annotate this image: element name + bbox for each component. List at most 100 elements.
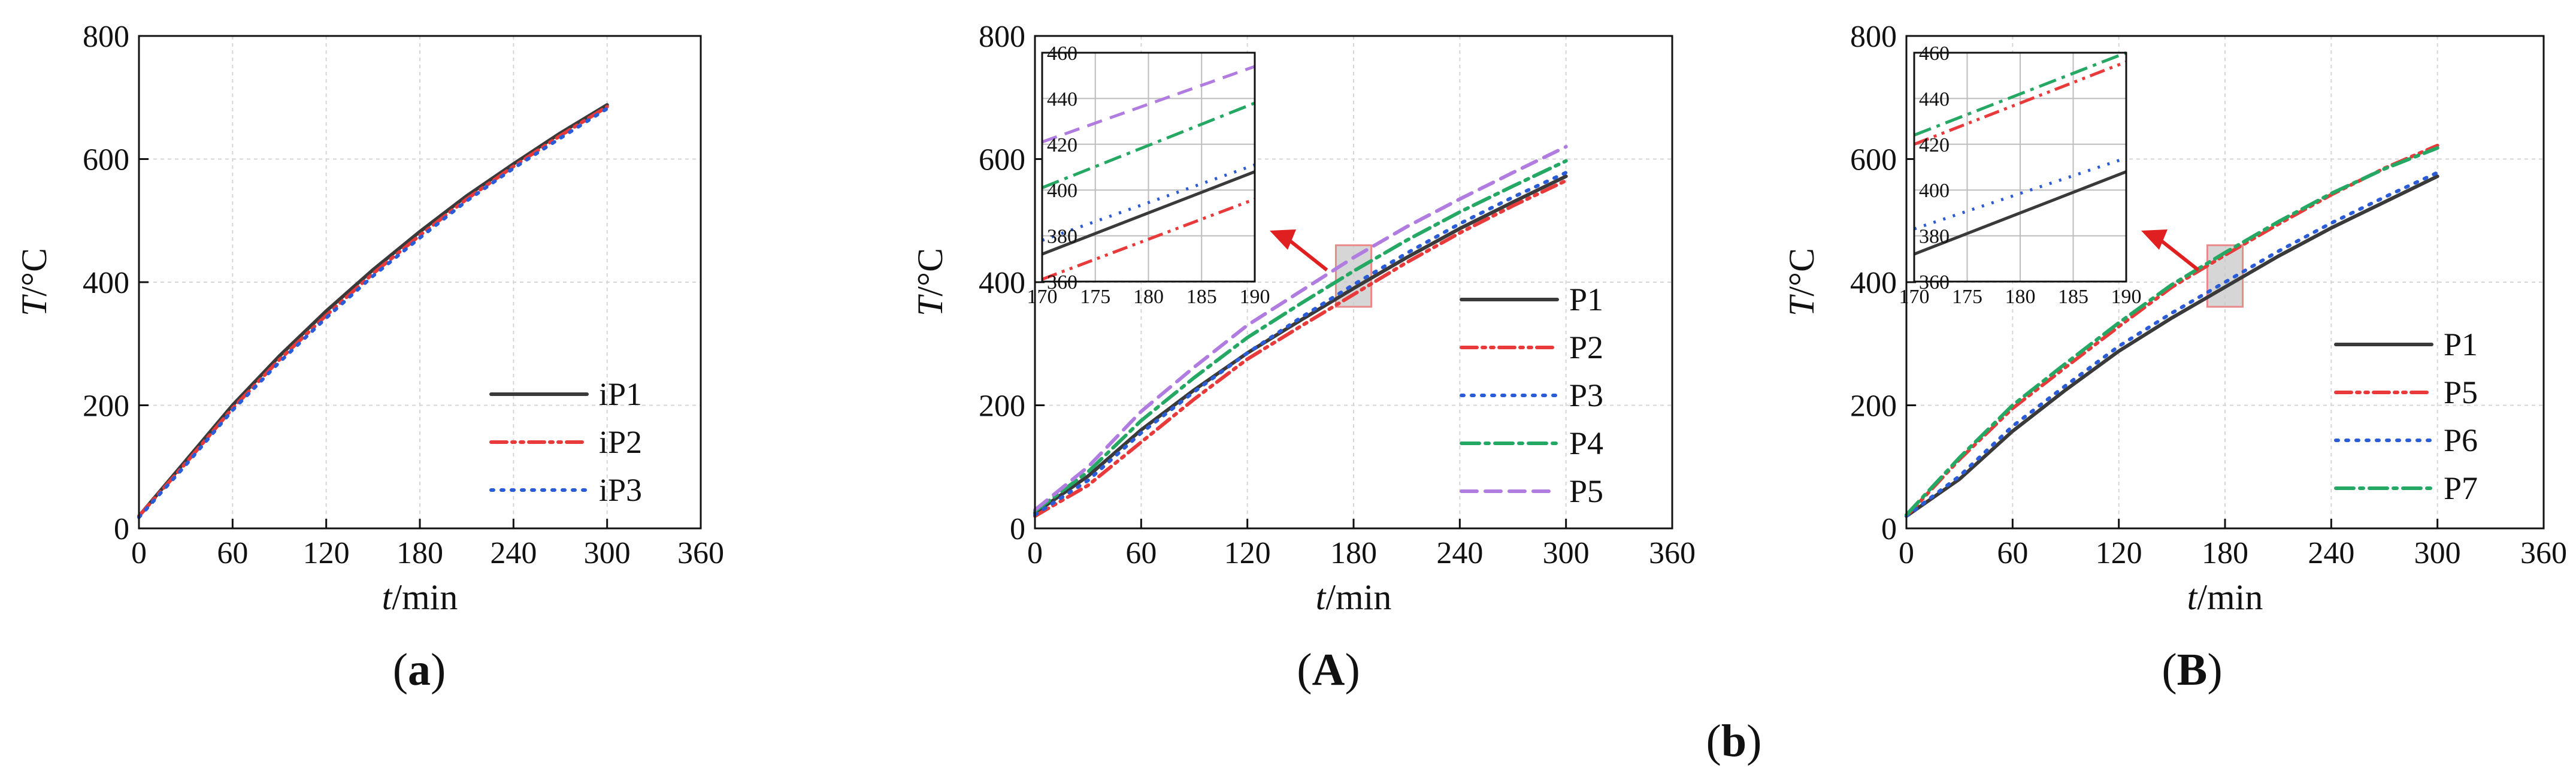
- x-tick-label: 300: [2414, 536, 2461, 570]
- inset-x-tick-label: 180: [1133, 286, 1164, 308]
- inset-x-tick-label: 175: [1952, 286, 1982, 308]
- zoom-arrow-shaft: [2158, 237, 2200, 272]
- x-tick-label: 120: [1224, 536, 1271, 570]
- inset-x-tick-label: 185: [2058, 286, 2088, 308]
- series-line-P7: [1905, 146, 2439, 517]
- y-tick-label: 600: [1850, 143, 1897, 177]
- inset-x-tick-label: 190: [1240, 286, 1270, 308]
- x-tick-label: 120: [2096, 536, 2142, 570]
- inset-y-tick-label: 360: [1047, 271, 1077, 294]
- inset-x-tick-label: 175: [1080, 286, 1110, 308]
- legend-label-P1: P1: [1569, 282, 1603, 318]
- x-tick-label: 60: [1125, 536, 1157, 570]
- series-line-P6: [1905, 171, 2439, 518]
- inset-series-P7: [1914, 51, 2127, 137]
- zoom-arrow-head: [2141, 229, 2168, 250]
- legend-label-P1: P1: [2444, 326, 2478, 362]
- group-caption-b: (b): [1706, 716, 1762, 766]
- inset-y-tick-label: 380: [1919, 226, 1950, 248]
- x-axis-label: t/min: [1316, 578, 1392, 617]
- x-tick-label: 60: [1997, 536, 2028, 570]
- inset-chart: 170 175 180 185 190 360 380 400 420 440 460: [1899, 43, 2142, 308]
- inset-y-tick-label: 420: [1047, 134, 1077, 156]
- inset-series-P1: [1914, 170, 2127, 256]
- inset-x-tick-label: 170: [1027, 286, 1058, 308]
- series-line-P5: [1033, 144, 1568, 512]
- y-tick-label: 200: [83, 389, 129, 424]
- inset-x-tick-label: 180: [2005, 286, 2036, 308]
- y-tick-label: 0: [1881, 512, 1897, 546]
- legend-label-iP2: iP2: [599, 424, 642, 460]
- x-tick-label: 180: [396, 536, 443, 570]
- inset-x-tick-label: 185: [1186, 286, 1217, 308]
- y-tick-label: 600: [83, 143, 129, 177]
- inset-y-tick-label: 440: [1047, 88, 1077, 110]
- legend-label-P3: P3: [1569, 377, 1603, 413]
- legend-label-iP1: iP1: [599, 376, 642, 412]
- panel-caption-a: (a): [393, 645, 446, 695]
- inset-series-P1: [1042, 170, 1255, 256]
- inset-series-P5: [1042, 65, 1255, 144]
- y-tick-label: 0: [114, 512, 129, 546]
- series-line-P5: [1905, 143, 2439, 518]
- y-tick-label: 0: [1010, 512, 1025, 546]
- x-tick-label: 360: [677, 536, 724, 570]
- inset-y-tick-label: 400: [1919, 180, 1950, 202]
- inset-frame: [1041, 52, 1256, 283]
- x-tick-label: 60: [217, 536, 248, 570]
- chart-panel-B: 0 60 120 180 240 300 360 0 200 400 600 800 t/min T/°C…: [1782, 20, 2567, 695]
- inset-y-tick-label: 380: [1047, 226, 1077, 248]
- y-axis-label: T/°C: [14, 248, 54, 316]
- x-tick-label: 0: [131, 536, 147, 570]
- inset-frame: [1913, 52, 2127, 283]
- inset-series-P3: [1042, 163, 1255, 242]
- y-tick-label: 600: [979, 143, 1025, 177]
- legend-label-P4: P4: [1569, 425, 1603, 461]
- x-tick-label: 120: [303, 536, 350, 570]
- series-line-P3: [1033, 171, 1568, 517]
- legend-label-P7: P7: [2444, 470, 2478, 506]
- inset-y-tick-label: 400: [1047, 180, 1077, 202]
- legend-label-P6: P6: [2444, 422, 2478, 458]
- panel-caption-B: (B): [2162, 645, 2222, 695]
- series-line-P2: [1033, 179, 1568, 518]
- x-tick-label: 0: [1899, 536, 1914, 570]
- inset-y-tick-label: 440: [1919, 88, 1950, 110]
- legend-label-P2: P2: [1569, 329, 1603, 365]
- x-tick-label: 0: [1027, 536, 1043, 570]
- inset-x-tick-label: 190: [2111, 286, 2142, 308]
- series-line-iP1: [137, 103, 609, 518]
- inset-chart: 170 175 180 185 190 360 380 400 420 440 460: [1027, 43, 1270, 308]
- x-axis-label: t/min: [2187, 578, 2263, 617]
- inset-series-P4: [1042, 101, 1255, 189]
- series-line-P1: [1033, 174, 1568, 515]
- series-line-iP3: [137, 107, 609, 519]
- legend-label-P5: P5: [2444, 374, 2478, 410]
- x-tick-label: 240: [2308, 536, 2354, 570]
- inset-x-tick-label: 170: [1899, 286, 1930, 308]
- legend-label-P5: P5: [1569, 473, 1603, 509]
- x-tick-label: 240: [490, 536, 537, 570]
- x-tick-label: 240: [1436, 536, 1483, 570]
- series-line-P4: [1033, 159, 1568, 513]
- inset-y-tick-label: 460: [1919, 43, 1950, 65]
- y-tick-label: 200: [1850, 389, 1897, 424]
- inset-y-tick-label: 460: [1047, 43, 1077, 65]
- x-axis-label: t/min: [382, 578, 458, 617]
- inset-y-tick-label: 360: [1919, 271, 1950, 294]
- y-tick-label: 800: [1850, 20, 1897, 54]
- inset-series-P5: [1914, 60, 2127, 146]
- y-axis-label: T/°C: [1782, 248, 1821, 316]
- legend-label-iP3: iP3: [599, 472, 642, 508]
- inset-series-P2: [1042, 198, 1255, 281]
- series-line-P1: [1905, 174, 2439, 518]
- zoom-arrow-head: [1270, 229, 1296, 250]
- panel-caption-A: (A): [1297, 645, 1360, 695]
- x-tick-label: 360: [2520, 536, 2567, 570]
- x-tick-label: 180: [1330, 536, 1377, 570]
- x-tick-label: 360: [1649, 536, 1696, 570]
- x-tick-label: 300: [584, 536, 631, 570]
- x-tick-label: 180: [2202, 536, 2248, 570]
- y-tick-label: 400: [1850, 266, 1897, 300]
